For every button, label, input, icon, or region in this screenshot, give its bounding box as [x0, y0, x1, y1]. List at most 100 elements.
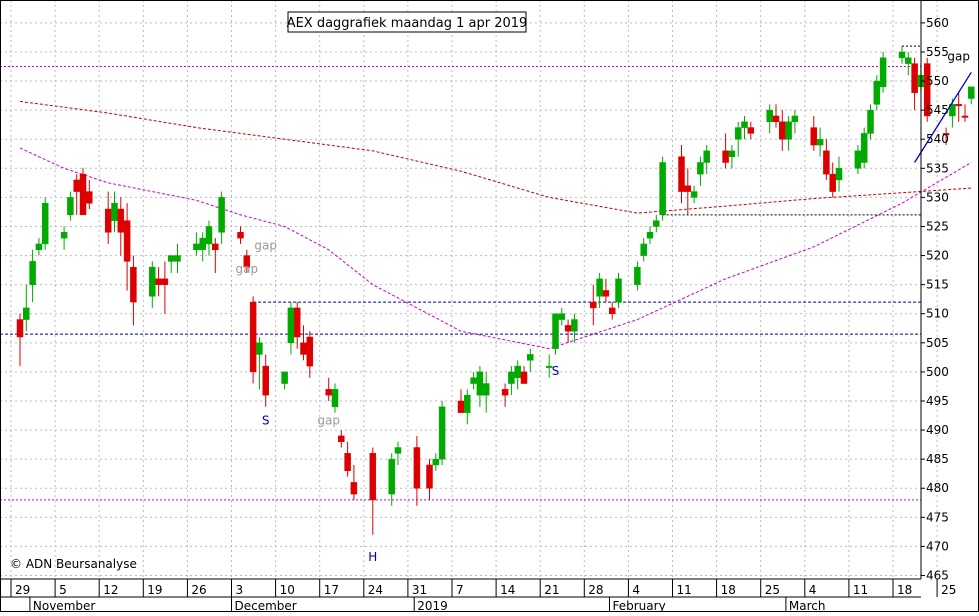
candle-body [867, 109, 874, 134]
candle-body [86, 191, 93, 204]
candle-body [545, 365, 553, 368]
moving-average-line [19, 147, 972, 350]
candle [791, 110, 799, 134]
candle [325, 377, 332, 401]
candle [60, 226, 68, 250]
candle-body [558, 313, 566, 320]
candle-body [514, 365, 521, 378]
y-tick-label: 475 [926, 510, 949, 524]
candle-body [860, 133, 868, 163]
candle [432, 453, 440, 471]
x-day-label: 14 [500, 583, 515, 597]
y-tick-label: 545 [926, 103, 949, 117]
candle-body [174, 255, 181, 262]
candle [167, 255, 175, 274]
candle-body [571, 319, 578, 332]
candle-body [167, 255, 175, 262]
x-month-label: November [33, 599, 95, 612]
candle [558, 307, 566, 326]
candle [835, 156, 843, 192]
candle-body [898, 51, 906, 59]
y-tick-label: 540 [926, 132, 949, 146]
candle-body [785, 121, 792, 140]
candle [104, 191, 112, 244]
candle [155, 267, 162, 297]
candle-body [923, 63, 931, 117]
candle-body [16, 319, 24, 338]
candle [23, 284, 30, 332]
candle-body [293, 307, 301, 338]
candle-body [262, 365, 269, 396]
candle-body [615, 278, 622, 303]
candle [199, 232, 206, 262]
candle [722, 133, 729, 169]
x-day-label: 4 [632, 583, 640, 597]
candle [281, 371, 288, 390]
x-day-label: 4 [809, 583, 817, 597]
moving-averages [19, 100, 972, 350]
candle-body [955, 104, 962, 107]
candle-body [426, 464, 433, 489]
candle-body [772, 115, 780, 123]
annotation-label: S [262, 413, 270, 427]
candle-body [281, 371, 288, 384]
candle-body [678, 156, 685, 192]
candle-body [823, 150, 830, 175]
candle-body [300, 342, 307, 355]
candle [218, 191, 225, 244]
x-month-label: December [235, 599, 297, 612]
copyright-text: © ADN Beursanalyse [10, 557, 137, 571]
candle-body [369, 453, 377, 501]
candle-body [508, 371, 515, 384]
candle [205, 220, 213, 256]
candle [545, 354, 553, 378]
x-day-label: 7 [456, 583, 464, 597]
x-day-label: 10 [280, 583, 295, 597]
candle-body [684, 185, 692, 192]
y-tick-label: 490 [926, 423, 949, 437]
horizontal-support-lines [0, 45, 921, 501]
candle [73, 174, 80, 215]
y-tick-label: 535 [926, 161, 949, 175]
candle-body [413, 447, 421, 489]
candle-body [476, 371, 484, 396]
candle [35, 238, 43, 256]
y-axis: 465 470 475 480 485 490 495 500 505 510 515 520 525 5… [921, 16, 949, 583]
candle [149, 261, 156, 308]
candle [615, 273, 622, 308]
chart-title: AEX daggrafiek maandag 1 apr 2019 [287, 16, 528, 31]
annotation-label: gap [947, 50, 970, 64]
candle [772, 104, 780, 128]
candle [470, 371, 477, 390]
candle [79, 168, 87, 216]
candle [338, 430, 345, 448]
candle-body [130, 266, 137, 303]
candle [634, 261, 641, 291]
candle-body [67, 197, 74, 216]
candle [766, 104, 773, 134]
candle [300, 325, 307, 361]
candle-body [482, 383, 490, 396]
candle-body [747, 127, 755, 134]
annotation-label: gap [236, 262, 259, 276]
candle [961, 104, 969, 122]
candle [501, 383, 509, 407]
candle [249, 296, 257, 384]
candle-body [564, 325, 572, 332]
candle-body [653, 220, 660, 227]
candle-body [766, 109, 773, 123]
candle [464, 389, 471, 425]
x-day-label: 5 [59, 583, 67, 597]
candle-body [470, 377, 477, 384]
candle [413, 435, 421, 506]
candle [602, 278, 610, 303]
candle [552, 313, 559, 355]
y-tick-label: 530 [926, 190, 949, 204]
candle [482, 371, 490, 413]
candle [86, 179, 93, 210]
candle [697, 156, 704, 186]
candle [256, 337, 263, 390]
candle-body [123, 220, 131, 262]
